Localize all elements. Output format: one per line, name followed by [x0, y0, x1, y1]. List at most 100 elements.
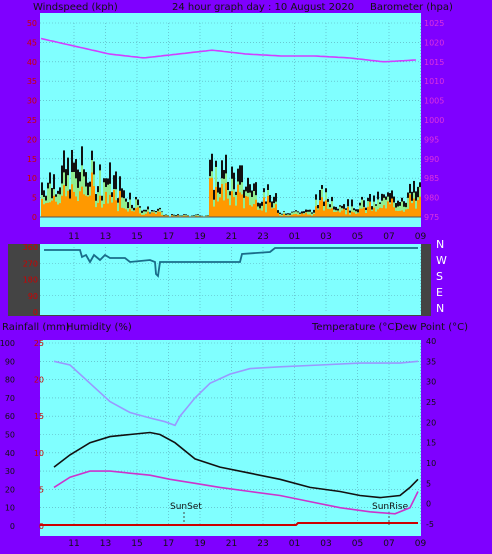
wind-avg-bar: [141, 214, 143, 217]
wind-avg-bar: [93, 186, 95, 217]
bottom-x-tick-label: 07: [383, 539, 394, 549]
wind-avg-bar: [245, 196, 247, 217]
wind-avg-bar: [153, 212, 155, 217]
wind-speed-bar: [249, 192, 251, 217]
wind-speed-bar: [123, 198, 125, 217]
wind-avg-bar: [119, 191, 121, 217]
wind-avg-bar: [283, 213, 285, 217]
wind-avg-bar: [147, 211, 149, 217]
wind-avg-bar: [111, 202, 113, 217]
wind-avg-bar: [409, 194, 411, 217]
wind-avg-bar: [89, 195, 91, 217]
rainfall-tick-label: 0: [39, 522, 44, 531]
top-x-tick-label: 17: [163, 232, 174, 242]
temperature-tick-label: 0: [426, 500, 431, 509]
humidity-tick-label: 100: [0, 339, 15, 348]
barometer-tick-label: 995: [424, 135, 439, 144]
wind-avg-bar: [383, 205, 385, 217]
rainfall-axis-label: Rainfall (mm): [2, 322, 70, 333]
barometer-tick-label: 975: [424, 213, 439, 222]
wind-avg-bar: [127, 211, 129, 217]
humidity-tick-label: 50: [5, 431, 15, 440]
top-x-tick-label: 19: [194, 232, 206, 242]
bottom-chart-panel: [40, 340, 421, 536]
top-x-axis: 11 13 15 17 19 21 23 01 03 05 07 09: [68, 232, 426, 242]
wind-avg-bar: [133, 211, 135, 217]
wind-avg-bar: [311, 215, 313, 217]
wind-avg-bar: [167, 215, 169, 217]
humidity-tick-label: 10: [5, 504, 15, 513]
wind-avg-bar: [215, 186, 217, 217]
wind-avg-bar: [139, 213, 141, 217]
windspeed-tick-label: 45: [27, 38, 37, 47]
direction-tick-label: 0: [33, 308, 38, 317]
windspeed-tick-label: 15: [27, 155, 37, 164]
barometer-tick-label: 1005: [424, 97, 444, 106]
wind-speed-bar: [121, 197, 123, 217]
wind-avg-bar: [149, 214, 151, 217]
wind-avg-bar: [61, 195, 63, 217]
humidity-tick-label: 40: [5, 449, 15, 458]
wind-avg-bar: [177, 215, 179, 217]
rainfall-tick-label: 25: [34, 339, 44, 348]
wind-speed-bar: [385, 199, 387, 217]
wind-avg-bar: [227, 198, 229, 217]
wind-avg-bar: [397, 211, 399, 217]
barometer-axis-label: Barometer (hpa): [370, 2, 453, 13]
wind-avg-bar: [273, 207, 275, 217]
wind-speed-bar: [47, 188, 49, 217]
wind-speed-bar: [309, 211, 311, 217]
wind-avg-bar: [347, 206, 349, 217]
wind-avg-bar: [113, 189, 115, 217]
wind-avg-bar: [305, 212, 307, 217]
wind-avg-bar: [393, 207, 395, 217]
wind-avg-bar: [377, 209, 379, 217]
wind-speed-bar: [243, 197, 245, 217]
wind-avg-bar: [107, 203, 109, 217]
wind-avg-bar: [53, 195, 55, 217]
wind-avg-bar: [117, 211, 119, 217]
top-x-tick-label: 09: [415, 232, 427, 242]
wind-avg-bar: [101, 207, 103, 217]
wind-speed-bar: [407, 197, 409, 217]
wind-avg-bar: [137, 207, 139, 217]
wind-avg-bar: [327, 208, 329, 217]
wind-avg-bar: [255, 199, 257, 217]
wind-avg-bar: [145, 213, 147, 217]
wind-avg-bar: [237, 184, 239, 217]
wind-avg-bar: [359, 208, 361, 217]
wind-avg-bar: [291, 214, 293, 217]
wind-avg-bar: [293, 214, 295, 217]
wind-avg-bar: [259, 209, 261, 217]
wind-avg-bar: [399, 210, 401, 217]
wind-avg-bar: [223, 200, 225, 217]
wind-avg-bar: [95, 207, 97, 217]
wind-avg-bar: [91, 172, 93, 217]
humidity-tick-label: 0: [10, 522, 15, 531]
wind-avg-bar: [253, 204, 255, 217]
wind-avg-bar: [267, 196, 269, 217]
top-right-axis: 975 980 985 990 995 1000 1005 1010 1015 1020 1025: [424, 19, 444, 222]
wind-avg-bar: [195, 215, 197, 217]
wind-avg-bar: [81, 186, 83, 217]
wind-avg-bar: [151, 212, 153, 217]
compass-label: W: [436, 254, 447, 267]
wind-avg-bar: [385, 208, 387, 217]
wind-avg-bar: [369, 201, 371, 217]
temperature-line: [53, 431, 419, 499]
wind-avg-bar: [303, 214, 305, 217]
wind-speed-bar: [253, 190, 255, 217]
wind-avg-bar: [381, 208, 383, 217]
barometer-tick-label: 1025: [424, 19, 444, 28]
wind-avg-bar: [331, 208, 333, 217]
wind-avg-bar: [387, 201, 389, 217]
wind-avg-bar: [269, 202, 271, 217]
wind-avg-bar: [391, 198, 393, 217]
wind-avg-bar: [79, 191, 81, 217]
wind-avg-bar: [55, 201, 57, 217]
wind-avg-bar: [403, 211, 405, 217]
barometer-tick-label: 980: [424, 194, 439, 203]
wind-avg-bar: [59, 203, 61, 217]
wind-avg-bar: [65, 196, 67, 217]
wind-bars: [41, 146, 421, 217]
